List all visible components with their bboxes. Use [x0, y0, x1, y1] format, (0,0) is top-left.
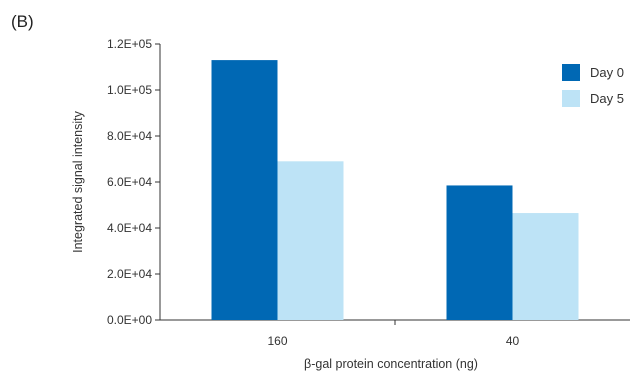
y-tick-label: 0.0E+00 — [107, 313, 152, 327]
x-axis: 160 40 — [160, 319, 630, 348]
legend-label: Day 0 — [590, 65, 624, 80]
legend: Day 0 Day 5 — [562, 64, 624, 107]
panel-label: (B) — [11, 12, 34, 31]
x-tick-label: 160 — [267, 334, 287, 348]
y-tick-label: 1.0E+05 — [107, 83, 152, 97]
bar-day-0-160 — [211, 60, 278, 320]
y-tick-label: 1.2E+05 — [107, 37, 152, 51]
y-tick-label: 4.0E+04 — [107, 221, 152, 235]
legend-label: Day 5 — [590, 91, 624, 106]
x-axis-title: β-gal protein concentration (ng) — [304, 357, 478, 371]
bar-day-5-40 — [512, 213, 579, 320]
legend-swatch — [562, 64, 580, 81]
y-tick-label: 8.0E+04 — [107, 129, 152, 143]
bars — [211, 60, 579, 320]
x-tick-label: 40 — [506, 334, 520, 348]
y-axis-title: Integrated signal intensity — [71, 110, 85, 253]
y-tick-label: 6.0E+04 — [107, 175, 152, 189]
y-axis: 0.0E+00 2.0E+04 4.0E+04 6.0E+04 8.0E+04 1.0E+… — [107, 37, 161, 327]
bar-day-5-160 — [277, 161, 344, 320]
legend-swatch — [562, 90, 580, 107]
bar-day-0-40 — [446, 185, 513, 320]
y-tick-label: 2.0E+04 — [107, 267, 152, 281]
